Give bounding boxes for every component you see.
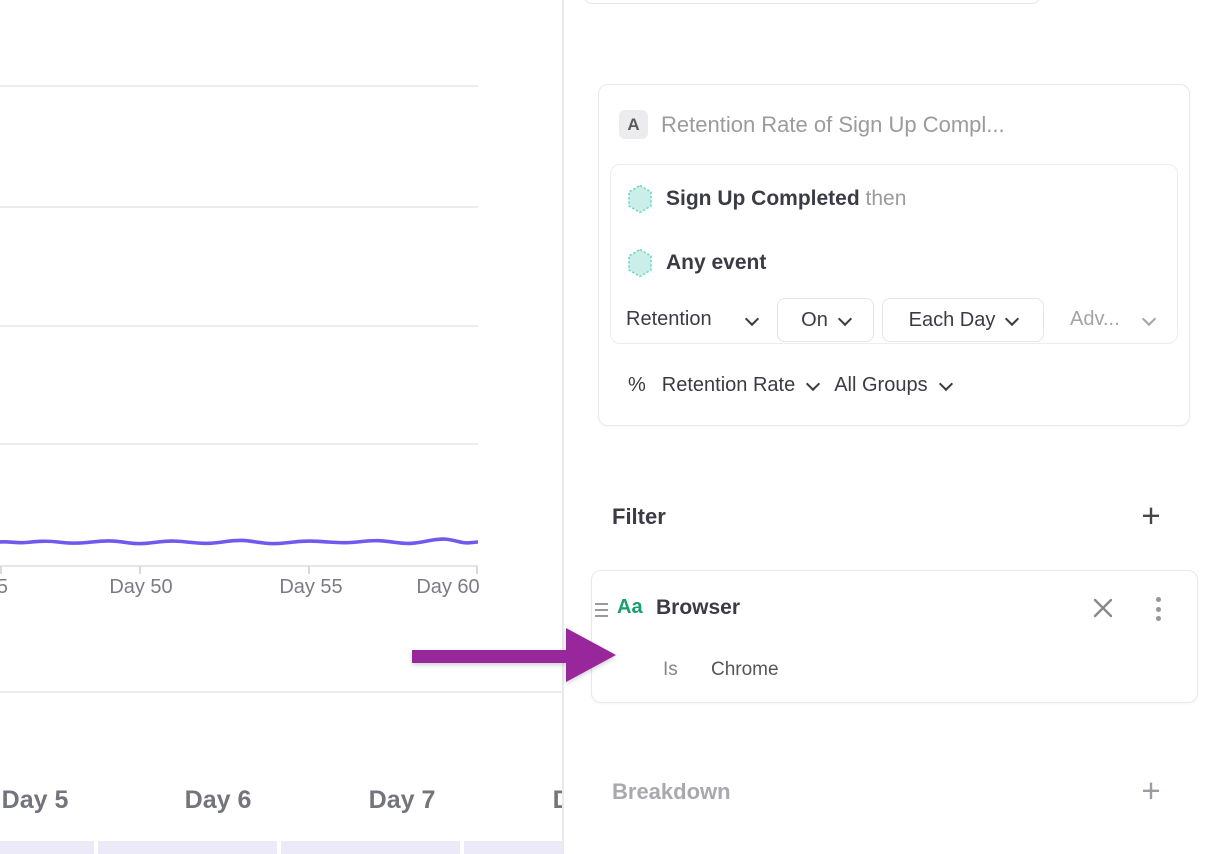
retention-controls-row: Retention On Each Day Adv...	[611, 297, 1177, 342]
granularity-label: Each Day	[908, 308, 996, 331]
event-selection-card: Sign Up Completed then Any event Retenti…	[610, 164, 1178, 344]
filter-card: Aa Browser Is Chrome	[591, 570, 1198, 703]
percent-symbol: %	[628, 373, 646, 396]
x-axis-label: Day 55	[279, 576, 343, 598]
axis-tick	[308, 566, 310, 574]
add-breakdown-button[interactable]: +	[1141, 772, 1161, 809]
remove-filter-icon[interactable]	[1092, 597, 1114, 619]
groups-dropdown[interactable]: All Groups	[834, 373, 928, 396]
axis-tick	[476, 566, 478, 574]
event-name[interactable]: Any event	[666, 251, 767, 274]
axis-tick	[0, 566, 2, 574]
x-axis-label: Day 45	[0, 576, 8, 598]
chevron-down-icon	[806, 376, 821, 392]
filter-options-menu-icon[interactable]	[1155, 597, 1161, 621]
gridline	[0, 325, 478, 327]
breakdown-section-heading: Breakdown	[612, 779, 731, 804]
granularity-dropdown[interactable]: Each Day	[882, 298, 1044, 342]
filter-value-dropdown[interactable]: Chrome	[711, 659, 779, 680]
gridline	[0, 206, 478, 208]
cohort-column-header: Day 8	[552, 786, 562, 814]
measure-row: % Retention Rate All Groups	[628, 368, 953, 402]
cohort-cell[interactable]	[98, 841, 277, 854]
gridline	[0, 443, 478, 445]
chevron-down-icon	[1141, 311, 1157, 327]
metric-dropdown[interactable]: Retention Rate	[661, 373, 796, 396]
chevron-down-icon	[1005, 311, 1020, 327]
on-dropdown[interactable]: On	[777, 298, 874, 342]
drag-handle-icon[interactable]	[595, 603, 608, 618]
event-hexagon-icon	[628, 248, 652, 278]
query-builder-card: A Retention Rate of Sign Up Compl... Sig…	[598, 84, 1190, 426]
event-row-returning[interactable]: Any event	[666, 250, 766, 276]
scrolled-card-edge	[582, 0, 1042, 4]
query-title[interactable]: Retention Rate of Sign Up Compl...	[661, 112, 1005, 137]
event-row-first[interactable]: Sign Up Completed then	[666, 186, 906, 212]
on-dropdown-label: On	[801, 308, 828, 331]
cohort-cell[interactable]	[281, 841, 460, 854]
chevron-down-icon	[938, 376, 953, 392]
x-axis-label: Day 60	[416, 576, 480, 598]
analysis-type-dropdown[interactable]: Retention	[626, 308, 712, 330]
cohort-column-header: Day 7	[368, 786, 436, 814]
chevron-down-icon	[837, 311, 852, 327]
axis-tick	[139, 566, 141, 574]
cohort-cell[interactable]	[464, 841, 562, 854]
filter-operator-dropdown[interactable]: Is	[663, 659, 678, 680]
step-badge: A	[619, 110, 648, 139]
filter-property-dropdown[interactable]: Browser	[656, 596, 741, 619]
filter-section-heading: Filter	[612, 504, 666, 529]
cohort-column-header: Day 6	[184, 786, 252, 814]
string-type-icon: Aa	[617, 596, 643, 618]
add-filter-button[interactable]: +	[1141, 497, 1161, 534]
event-connector: then	[865, 187, 907, 210]
event-hexagon-icon	[628, 184, 652, 214]
chevron-down-icon	[744, 311, 760, 327]
cohort-cell[interactable]	[0, 841, 94, 854]
event-name[interactable]: Sign Up Completed	[666, 187, 860, 210]
gridline	[0, 85, 478, 87]
retention-line-series	[0, 537, 478, 546]
cohort-column-header: Day 5	[1, 786, 69, 814]
advanced-dropdown[interactable]: Adv...	[1070, 308, 1120, 330]
chart-pane: Day 45 Day 50 Day 55 Day 60 Day 5 Day 6 …	[0, 0, 562, 854]
x-axis-line	[0, 565, 478, 567]
section-separator	[0, 691, 562, 693]
pane-divider	[562, 0, 564, 854]
annotation-arrow	[412, 628, 616, 682]
x-axis-label: Day 50	[109, 576, 173, 598]
